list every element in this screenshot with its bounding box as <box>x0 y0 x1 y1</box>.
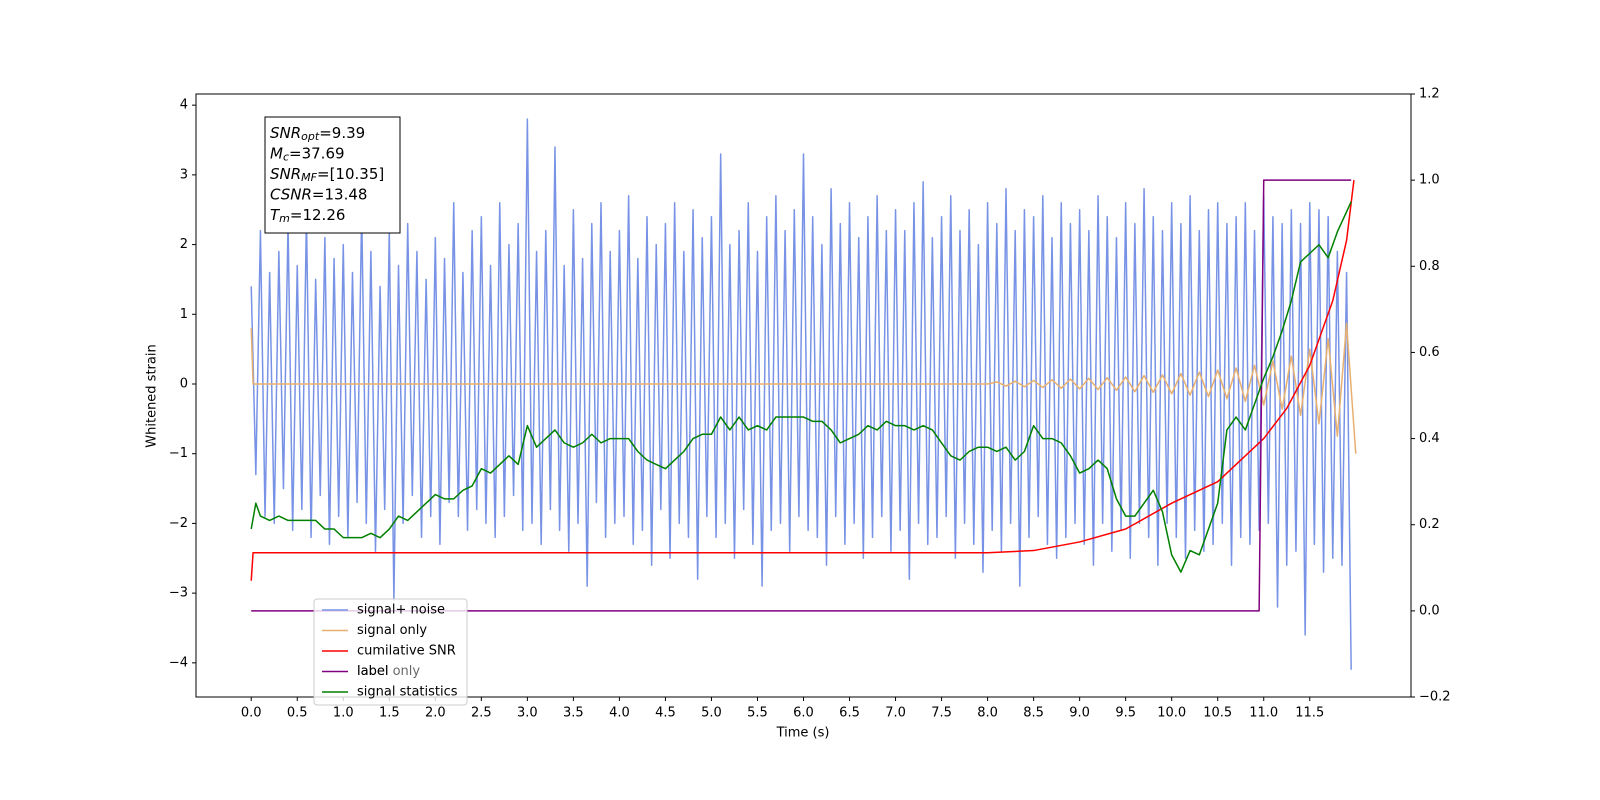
legend-label: signal statistics <box>357 685 458 700</box>
plot-area <box>250 118 1357 670</box>
stats-line: Mc=37.69 <box>270 144 345 164</box>
stats-line: Tm=12.26 <box>270 206 345 226</box>
y2-tick-label: 0.8 <box>1419 259 1440 274</box>
x-tick-label: 2.0 <box>425 706 446 721</box>
stats-box-frame <box>264 116 401 234</box>
series-line <box>250 201 1352 573</box>
x-tick-label: 6.0 <box>793 706 814 721</box>
stats-symbol: T <box>270 206 281 224</box>
x-tick-label: 3.5 <box>563 706 584 721</box>
series-line <box>250 118 1352 670</box>
y-tick-label: −2 <box>169 516 188 531</box>
y-tick-label: −3 <box>169 586 188 601</box>
y-tick-label: −4 <box>169 655 188 670</box>
x-tick-label: 4.5 <box>655 706 676 721</box>
x-tick-label: 7.0 <box>885 706 906 721</box>
x-tick-label: 0.0 <box>241 706 262 721</box>
stats-subscript: c <box>283 151 289 164</box>
x-tick-label: 3.0 <box>517 706 538 721</box>
stats-box: SNRopt=9.39Mc=37.69SNRMF=[10.35]CSNR=13.… <box>264 116 401 234</box>
legend-label: cumilative SNR <box>357 644 456 659</box>
y-tick-label: 1 <box>180 307 188 322</box>
x-tick-label: 5.5 <box>747 706 768 721</box>
y2-tick-label: 1.0 <box>1419 173 1440 188</box>
stats-line: SNRopt=9.39 <box>270 124 365 144</box>
y2-tick-label: 0.6 <box>1419 345 1440 360</box>
legend-frame <box>313 598 468 706</box>
x-tick-label: 6.5 <box>839 706 860 721</box>
stats-value: =[10.35] <box>317 165 384 183</box>
y-axis-label: Whitened strain <box>145 344 160 447</box>
stats-symbol: M <box>270 144 283 162</box>
x-tick-label: 2.5 <box>471 706 492 721</box>
x-tick-label: 8.5 <box>1023 706 1044 721</box>
stats-subscript: m <box>279 212 290 225</box>
y-tick-label: 0 <box>180 376 188 391</box>
x-tick-label: 10.5 <box>1203 706 1232 721</box>
legend: signal+ noise signal only cumilative SNR la… <box>313 598 468 706</box>
x-tick-label: 8.0 <box>977 706 998 721</box>
y2-tick-label: 0.2 <box>1419 517 1440 532</box>
series-line <box>251 179 1352 612</box>
y-tick-label: −1 <box>169 446 188 461</box>
stats-symbol: SNR <box>270 165 301 183</box>
x-tick-label: 11.0 <box>1249 706 1278 721</box>
y-tick-label: 4 <box>180 98 188 113</box>
legend-label: signal+ noise <box>357 603 445 618</box>
stats-value: =12.26 <box>290 206 346 224</box>
x-tick-label: 9.0 <box>1069 706 1090 721</box>
y-tick-label: 3 <box>180 167 188 182</box>
x-tick-label: 11.5 <box>1295 706 1324 721</box>
x-tick-label: 0.5 <box>287 706 308 721</box>
x-axis-label: Time (s) <box>776 726 830 741</box>
legend-label: signal only <box>357 623 427 638</box>
x-tick-label: 10.0 <box>1157 706 1186 721</box>
y2-tick-label: 0.4 <box>1419 431 1440 446</box>
ticks: 0.0 0.5 1.0 1.5 2.0 2.5 3.0 3.5 4.0 4.5 5.0 5.5 6.0 6… <box>169 87 1451 721</box>
x-tick-label: 1.5 <box>379 706 400 721</box>
y-tick-label: 2 <box>180 237 188 252</box>
x-tick-label: 7.5 <box>931 706 952 721</box>
stats-symbol: SNR <box>270 124 301 142</box>
x-tick-label: 1.0 <box>333 706 354 721</box>
x-tick-label: 9.5 <box>1115 706 1136 721</box>
legend-overlap-label: label only <box>357 664 420 679</box>
y2-tick-label: 0.0 <box>1419 603 1440 618</box>
series-line <box>250 322 1357 454</box>
stats-value: =13.48 <box>312 185 368 203</box>
stats-symbol: CSNR <box>270 185 312 203</box>
stats-subscript: MF <box>301 171 317 184</box>
stats-value: =9.39 <box>319 124 365 142</box>
x-tick-label: 5.0 <box>701 706 722 721</box>
series-line <box>250 180 1355 581</box>
stats-line: CSNR=13.48 <box>270 185 367 203</box>
stats-value: =37.69 <box>289 144 345 162</box>
legend-label: label <box>357 664 388 679</box>
stats-line: SNRMF=[10.35] <box>270 165 384 185</box>
stats-subscript: opt <box>301 130 320 143</box>
x-tick-label: 4.0 <box>609 706 630 721</box>
y2-tick-label: 1.2 <box>1419 87 1440 102</box>
y2-tick-label: −0.2 <box>1419 690 1451 705</box>
